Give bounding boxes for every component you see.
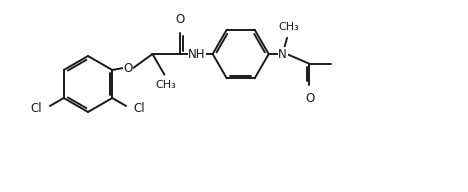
Text: CH₃: CH₃ bbox=[155, 80, 176, 90]
Text: N: N bbox=[278, 47, 287, 60]
Text: O: O bbox=[176, 13, 185, 26]
Text: Cl: Cl bbox=[133, 102, 145, 114]
Text: Cl: Cl bbox=[30, 102, 42, 114]
Text: CH₃: CH₃ bbox=[278, 22, 300, 32]
Text: O: O bbox=[306, 92, 314, 105]
Text: NH: NH bbox=[188, 47, 205, 60]
Text: O: O bbox=[124, 61, 133, 74]
